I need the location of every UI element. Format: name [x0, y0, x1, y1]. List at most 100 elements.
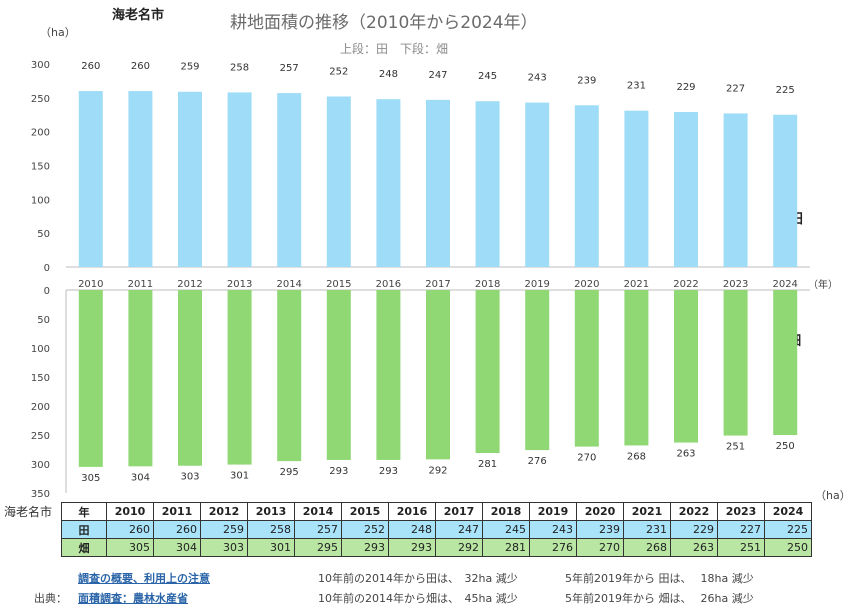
- paddy-data-label: 229: [676, 82, 695, 93]
- field-data-label: 292: [428, 465, 447, 476]
- table-cell-field: 268: [623, 538, 671, 557]
- data-table: 海老名市 年 2010 2011 2012 2013 2014 2015 201…: [4, 502, 812, 557]
- table-year-cell: 2012: [200, 502, 248, 521]
- table-year-cell: 2019: [529, 502, 577, 521]
- field-data-label: 268: [627, 451, 646, 462]
- year-tick-label: 2023: [723, 279, 748, 290]
- table-year-cell: 2015: [341, 502, 389, 521]
- table-cell-paddy: 257: [294, 520, 342, 539]
- field-data-label: 303: [180, 472, 199, 483]
- paddy-data-label: 260: [81, 61, 100, 72]
- table-cell-field: 250: [764, 538, 812, 557]
- bottom-y-tick-label: 100: [31, 344, 50, 355]
- table-cell-paddy: 260: [106, 520, 154, 539]
- field-bar: [426, 290, 450, 460]
- year-tick-label: 2024: [772, 279, 797, 290]
- bottom-y-tick-label: 350: [31, 489, 50, 500]
- source-link[interactable]: 面積調査：農林水産省: [78, 592, 188, 605]
- field-bar: [78, 290, 103, 467]
- bottom-y-tick-label: 150: [31, 373, 50, 384]
- table-year-header: 年: [61, 502, 107, 521]
- table-cell-field: 251: [717, 538, 765, 557]
- summary-field-5yr: 5年前2019年から 畑は、 26ha 減少: [565, 592, 754, 605]
- top-y-tick-label: 300: [31, 60, 50, 71]
- field-data-label: 250: [776, 441, 795, 452]
- table-year-cell: 2022: [670, 502, 718, 521]
- field-data-label: 293: [379, 466, 398, 477]
- table-year-cell: 2021: [623, 502, 671, 521]
- table-cell-field: 293: [341, 538, 389, 557]
- paddy-bar: [326, 96, 351, 267]
- paddy-data-label: 258: [230, 62, 249, 73]
- paddy-bar: [723, 113, 748, 267]
- table-cell-paddy: 245: [482, 520, 530, 539]
- table-year-cell: 2011: [153, 502, 201, 521]
- paddy-bar: [475, 101, 500, 267]
- chart-subtitle: 上段：田 下段：畑: [340, 42, 449, 56]
- field-bar: [624, 290, 649, 446]
- table-row-label-field: 畑: [61, 538, 107, 557]
- table-cell-paddy: 260: [153, 520, 201, 539]
- notes-link[interactable]: 調査の概要、利用上の注意: [78, 572, 210, 585]
- table-year-cell: 2020: [576, 502, 624, 521]
- table-cell-paddy: 225: [764, 520, 812, 539]
- year-tick-label: 2016: [376, 279, 401, 290]
- table-cell-paddy: 239: [576, 520, 624, 539]
- bottom-y-tick-label: 200: [31, 402, 50, 413]
- paddy-bar: [178, 91, 202, 267]
- top-y-tick-label: 250: [31, 94, 50, 105]
- field-bar: [128, 290, 153, 467]
- year-tick-label: 2010: [78, 279, 103, 290]
- year-tick-label: 2019: [524, 279, 549, 290]
- table-row-field: 畑 305 304 303 301 295 293 293 292 281 27…: [4, 538, 812, 557]
- field-data-label: 305: [81, 473, 100, 484]
- table-cell-field: 295: [294, 538, 342, 557]
- table-cell-paddy: 259: [200, 520, 248, 539]
- field-data-label: 293: [329, 466, 348, 477]
- bottom-y-tick-label: 300: [31, 460, 50, 471]
- paddy-bar: [574, 105, 599, 267]
- year-tick-label: 2011: [128, 279, 153, 290]
- paddy-data-label: 227: [726, 83, 745, 94]
- field-bar: [227, 290, 252, 465]
- field-bar: [525, 290, 550, 451]
- table-row-label-paddy: 田: [61, 520, 107, 539]
- table-cell-field: 281: [482, 538, 530, 557]
- table-cell-paddy: 227: [717, 520, 765, 539]
- summary-paddy-10yr: 10年前の2014年から田は、 32ha 減少: [318, 572, 518, 585]
- top-y-tick-label: 0: [44, 263, 50, 274]
- table-year-cell: 2016: [388, 502, 436, 521]
- table-year-cell: 2013: [247, 502, 295, 521]
- table-year-cell: 2014: [294, 502, 342, 521]
- paddy-data-label: 247: [428, 70, 447, 81]
- paddy-bar: [525, 102, 550, 267]
- bottom-y-tick-label: 250: [31, 431, 50, 442]
- table-cell-paddy: 252: [341, 520, 389, 539]
- table-year-cell: 2018: [482, 502, 530, 521]
- field-data-label: 281: [478, 459, 497, 470]
- field-bar: [326, 290, 351, 460]
- top-y-tick-label: 50: [37, 229, 50, 240]
- table-cell-paddy: 247: [435, 520, 483, 539]
- table-cell-field: 270: [576, 538, 624, 557]
- table-cell-field: 276: [529, 538, 577, 557]
- top-y-tick-label: 150: [31, 162, 50, 173]
- table-city-label: 海老名市: [4, 505, 53, 519]
- table-cell-paddy: 229: [670, 520, 718, 539]
- paddy-data-label: 245: [478, 71, 497, 82]
- summary-field-10yr: 10年前の2014年から畑は、 45ha 減少: [318, 592, 518, 605]
- field-data-label: 251: [726, 442, 745, 453]
- year-tick-label: 2012: [177, 279, 202, 290]
- table-cell-field: 292: [435, 538, 483, 557]
- field-data-label: 301: [230, 471, 249, 482]
- year-axis-unit: （年）: [808, 280, 838, 291]
- paddy-data-label: 257: [280, 63, 299, 74]
- paddy-bar: [376, 99, 401, 267]
- field-bar: [475, 290, 500, 453]
- paddy-data-label: 259: [180, 62, 199, 73]
- city-name: 海老名市: [112, 8, 165, 23]
- field-data-label: 295: [280, 467, 299, 478]
- year-tick-label: 2018: [475, 279, 500, 290]
- table-cell-paddy: 248: [388, 520, 436, 539]
- table-cell-field: 304: [153, 538, 201, 557]
